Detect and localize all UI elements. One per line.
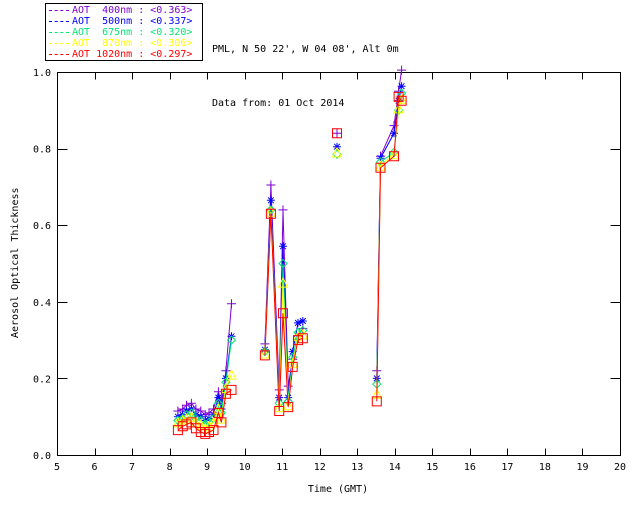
x-tick-label: 12 [314,462,326,473]
axis-labels-layer: Time (GMT) Aerosol Optical Thickness [10,187,368,495]
legend-item-label: AOT 1020nm : <0.297> [72,49,193,60]
legend-box: AOT 400nm : <0.363> AOT 500nm : <0.337> AO… [45,3,203,61]
x-tick-label: 11 [276,462,288,473]
square-marker-icon [371,91,407,407]
legend-item-label: AOT 870nm : <0.306> [72,38,193,49]
x-tick-label: 6 [92,462,98,473]
legend-item-label: AOT 500nm : <0.337> [72,16,193,27]
square-marker-icon [332,128,342,139]
x-tick-label: 14 [389,462,401,473]
x-tick-label: 16 [464,462,476,473]
x-tick-label: 10 [239,462,251,473]
legend-item: AOT 870nm : <0.306> [49,38,202,49]
station-location-text: PML, N 50 22', W 04 08', Alt 0m [212,44,399,55]
y-tick-label: 0.2 [33,374,51,385]
x-tick-label: 13 [351,462,363,473]
triangle-marker-icon [331,146,343,158]
series-aot-1020nm [172,91,407,439]
x-axis-label: Time (GMT) [308,484,368,495]
plot-frame [57,72,621,456]
y-axis-label: Aerosol Optical Thickness [10,187,21,338]
x-tick-label: 5 [54,462,60,473]
station-header: PML, N 50 22', W 04 08', Alt 0m Data fro… [212,5,399,149]
legend-line-sample-icon [49,43,69,44]
legend-line-sample-icon [49,21,69,22]
y-tick-label: 0.8 [33,145,51,156]
legend-item: AOT 675nm : <0.320> [49,27,202,38]
legend-item-label: AOT 400nm : <0.363> [72,5,193,16]
series-aot-500nm [173,82,406,425]
legend-item: AOT 1020nm : <0.297> [49,49,202,60]
data-date-text: Data from: 01 Oct 2014 [212,98,345,109]
square-marker-icon [259,208,308,416]
series-line [376,86,403,379]
x-tick-label: 15 [426,462,438,473]
x-tick-label: 17 [501,462,513,473]
x-tick-label: 18 [539,462,551,473]
legend-item-label: AOT 675nm : <0.320> [72,27,193,38]
x-tick-label: 8 [167,462,173,473]
x-tick-label: 19 [576,462,588,473]
legend-line-sample-icon [49,32,69,33]
legend-line-sample-icon [49,10,69,11]
square-marker-icon [172,384,237,439]
series-line [376,95,402,402]
legend-item: AOT 400nm : <0.363> [49,5,202,16]
legend-item: AOT 500nm : <0.337> [49,16,202,27]
y-tick-label: 0.6 [33,221,51,232]
y-tick-label: 1.0 [33,68,51,79]
plus-marker-icon [332,128,342,138]
legend-line-sample-icon [49,54,69,55]
series-aot-400nm [173,65,407,420]
asterisk-marker-icon [333,142,341,151]
x-tick-label: 7 [129,462,135,473]
axes-layer: 5 6 7 8 9 10 11 12 13 14 15 16 17 18 19 20 0.0 0.2 0.4 0.6 0… [33,68,626,473]
data-series-layer [172,65,407,439]
y-tick-label: 0.4 [33,298,51,309]
x-tick-label: 20 [614,462,626,473]
y-tick-label: 0.0 [33,451,51,462]
x-tick-label: 9 [204,462,210,473]
